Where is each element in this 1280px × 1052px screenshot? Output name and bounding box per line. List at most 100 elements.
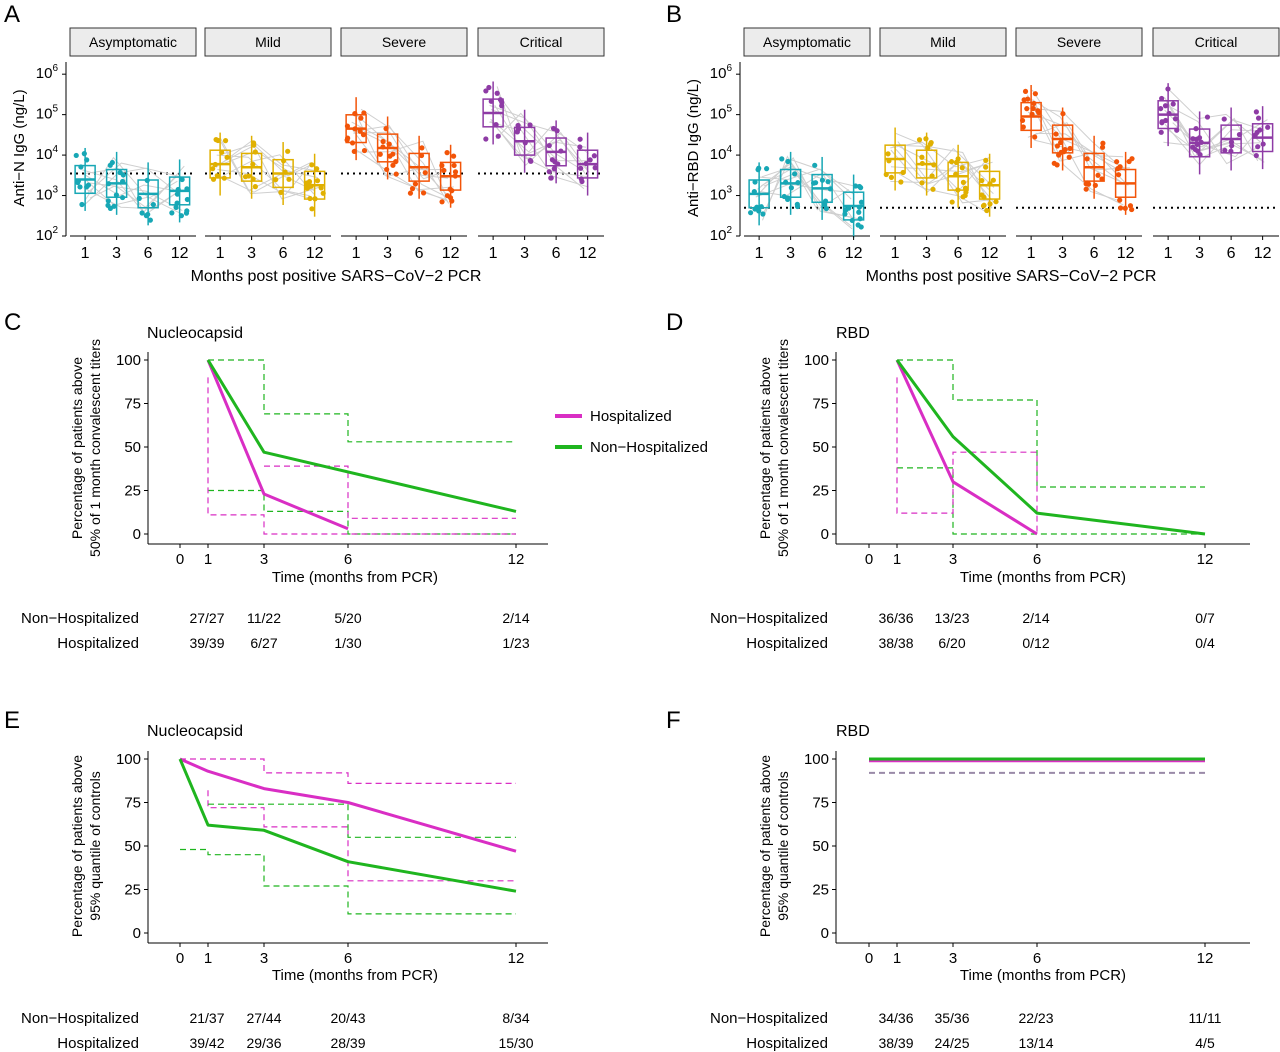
confidence-band-line (897, 467, 1205, 535)
data-point (927, 141, 934, 147)
data-point (1025, 96, 1031, 102)
x-tick-label: 1 (1027, 245, 1036, 262)
facet-strip (340, 27, 468, 57)
data-point (73, 152, 79, 159)
data-point (252, 149, 258, 155)
risk-table-non-hospitalized-cell: 35/36 (934, 1010, 969, 1026)
x-tick-label: 3 (383, 245, 392, 262)
subject-trajectory (219, 144, 320, 200)
data-point (953, 171, 959, 177)
data-point (955, 156, 961, 162)
data-point (419, 145, 425, 151)
panel-letter-a: A (4, 1, 20, 28)
data-point (252, 184, 258, 190)
data-point (105, 198, 111, 204)
data-point (246, 173, 252, 179)
y-tick-label: 103 (36, 185, 59, 204)
data-point (320, 190, 326, 196)
y-tick-label: 0 (133, 526, 141, 543)
risk-table-hospitalized-cell: 0/4 (1195, 635, 1215, 651)
data-point (931, 162, 937, 168)
data-point (486, 84, 492, 91)
data-point (515, 126, 522, 132)
data-point (75, 178, 81, 184)
data-point (962, 192, 968, 199)
subject-trajectory (898, 173, 989, 214)
panel-e-xlabel: Time (months from PCR) (272, 967, 438, 984)
data-point (349, 140, 356, 146)
data-point (407, 190, 414, 196)
x-tick-label: 3 (922, 245, 931, 262)
x-tick-label: 12 (1197, 950, 1214, 967)
panel-f-title: RBD (836, 723, 870, 740)
data-point (483, 136, 489, 142)
data-point (219, 149, 225, 155)
subject-trajectory (219, 137, 318, 201)
data-point (577, 144, 583, 150)
data-point (212, 161, 218, 168)
x-tick-label: 3 (520, 245, 529, 262)
subject-trajectory (215, 162, 311, 193)
data-point (788, 185, 794, 191)
data-point (386, 141, 392, 147)
y-tick-label: 0 (821, 925, 829, 942)
facet-strip (69, 27, 197, 57)
subject-trajectory (496, 86, 587, 158)
data-point (352, 126, 358, 132)
series-line-hospitalized (179, 757, 517, 853)
data-point (1032, 91, 1038, 97)
data-point (250, 140, 257, 146)
data-point (113, 192, 120, 198)
data-point (785, 158, 791, 165)
confidence-band-line (208, 489, 516, 535)
subject-trajectory (1164, 123, 1261, 166)
x-tick-label: 6 (415, 245, 424, 262)
data-point (1165, 86, 1171, 92)
data-point (250, 161, 256, 167)
data-point (1115, 172, 1122, 178)
data-point (916, 137, 923, 143)
data-point (222, 138, 229, 144)
data-point (948, 159, 955, 165)
subject-trajectory (217, 164, 311, 196)
data-point (1117, 197, 1123, 203)
data-point (439, 199, 445, 205)
data-point (1265, 124, 1271, 130)
data-point (1024, 106, 1030, 112)
y-tick-label: 75 (124, 396, 141, 413)
y-tick-label: 103 (710, 185, 733, 204)
subject-trajectory (353, 112, 451, 199)
data-point (1029, 111, 1035, 117)
data-point (1159, 120, 1165, 126)
data-point (309, 206, 315, 212)
data-point (1032, 134, 1038, 140)
subject-trajectory (490, 120, 588, 178)
x-tick-label: 0 (865, 551, 873, 568)
y-tick-label: 0 (133, 925, 141, 942)
data-point (377, 151, 383, 157)
panel-letter-e: E (4, 707, 20, 734)
y-tick-label: 102 (36, 225, 59, 244)
data-point (144, 177, 150, 183)
data-point (1100, 140, 1106, 146)
data-point (1129, 206, 1135, 213)
series-line-non-hospitalized (895, 359, 1206, 536)
panel-c-ylabel-1: Percentage of patients above (69, 357, 85, 539)
y-tick-label: 75 (812, 795, 829, 812)
data-point (583, 160, 589, 167)
data-point (751, 188, 757, 195)
data-point (81, 151, 87, 157)
data-point (993, 199, 999, 205)
data-point (1253, 152, 1259, 159)
data-point (827, 186, 833, 192)
confidence-band-line (208, 803, 516, 838)
data-point (919, 180, 925, 186)
subject-trajectory (356, 125, 449, 179)
data-point (184, 186, 190, 192)
x-tick-label: 1 (893, 551, 901, 568)
risk-table-hospitalized-cell: 0/12 (1022, 635, 1049, 651)
panel-c-xlabel: Time (months from PCR) (272, 569, 438, 586)
data-point (930, 186, 936, 192)
data-point (546, 142, 552, 149)
data-point (213, 137, 219, 143)
